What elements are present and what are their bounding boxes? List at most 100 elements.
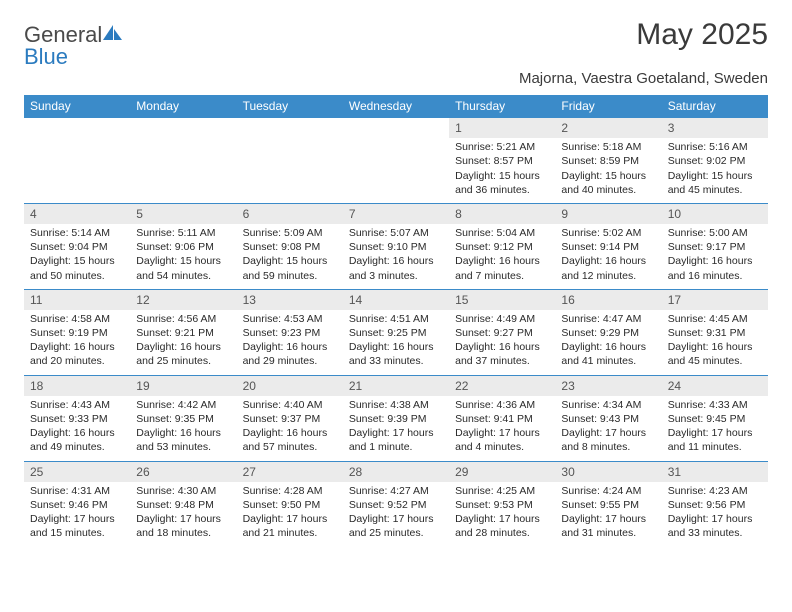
calendar-cell: 24Sunrise: 4:33 AMSunset: 9:45 PMDayligh… [662,375,768,461]
day-details: Sunrise: 4:33 AMSunset: 9:45 PMDaylight:… [662,396,768,461]
day-details: Sunrise: 4:28 AMSunset: 9:50 PMDaylight:… [237,482,343,547]
day-number: 16 [555,290,661,310]
brand-sail-icon [102,24,124,46]
day-number: 6 [237,204,343,224]
day-details: Sunrise: 5:07 AMSunset: 9:10 PMDaylight:… [343,224,449,289]
day-number: 31 [662,462,768,482]
day-number: 17 [662,290,768,310]
calendar-cell: 7Sunrise: 5:07 AMSunset: 9:10 PMDaylight… [343,203,449,289]
calendar-cell: 6Sunrise: 5:09 AMSunset: 9:08 PMDaylight… [237,203,343,289]
day-details: Sunrise: 5:18 AMSunset: 8:59 PMDaylight:… [555,138,661,203]
calendar-cell: 28Sunrise: 4:27 AMSunset: 9:52 PMDayligh… [343,461,449,546]
day-number: 8 [449,204,555,224]
day-number: 29 [449,462,555,482]
day-number: 7 [343,204,449,224]
day-number: 23 [555,376,661,396]
day-details: Sunrise: 4:53 AMSunset: 9:23 PMDaylight:… [237,310,343,375]
day-number: 5 [130,204,236,224]
day-details: Sunrise: 5:14 AMSunset: 9:04 PMDaylight:… [24,224,130,289]
day-number: 20 [237,376,343,396]
calendar-table: SundayMondayTuesdayWednesdayThursdayFrid… [24,95,768,546]
day-number: 22 [449,376,555,396]
day-details: Sunrise: 4:47 AMSunset: 9:29 PMDaylight:… [555,310,661,375]
calendar-cell: 18Sunrise: 4:43 AMSunset: 9:33 PMDayligh… [24,375,130,461]
day-details: Sunrise: 5:04 AMSunset: 9:12 PMDaylight:… [449,224,555,289]
calendar-cell: 17Sunrise: 4:45 AMSunset: 9:31 PMDayligh… [662,289,768,375]
day-number: 1 [449,118,555,138]
day-details: Sunrise: 4:38 AMSunset: 9:39 PMDaylight:… [343,396,449,461]
brand-logo: General Blue [24,18,124,68]
calendar-cell [343,118,449,204]
calendar-cell: 14Sunrise: 4:51 AMSunset: 9:25 PMDayligh… [343,289,449,375]
day-details: Sunrise: 4:43 AMSunset: 9:33 PMDaylight:… [24,396,130,461]
day-details: Sunrise: 4:51 AMSunset: 9:25 PMDaylight:… [343,310,449,375]
day-details: Sunrise: 4:27 AMSunset: 9:52 PMDaylight:… [343,482,449,547]
weekday-header: Monday [130,95,236,118]
calendar-cell: 12Sunrise: 4:56 AMSunset: 9:21 PMDayligh… [130,289,236,375]
weekday-header: Thursday [449,95,555,118]
day-details: Sunrise: 4:31 AMSunset: 9:46 PMDaylight:… [24,482,130,547]
day-details: Sunrise: 4:49 AMSunset: 9:27 PMDaylight:… [449,310,555,375]
location-subtitle: Majorna, Vaestra Goetaland, Sweden [24,70,768,87]
calendar-cell: 15Sunrise: 4:49 AMSunset: 9:27 PMDayligh… [449,289,555,375]
calendar-cell: 30Sunrise: 4:24 AMSunset: 9:55 PMDayligh… [555,461,661,546]
day-number: 2 [555,118,661,138]
day-details: Sunrise: 4:42 AMSunset: 9:35 PMDaylight:… [130,396,236,461]
day-details: Sunrise: 4:23 AMSunset: 9:56 PMDaylight:… [662,482,768,547]
calendar-cell: 4Sunrise: 5:14 AMSunset: 9:04 PMDaylight… [24,203,130,289]
calendar-cell: 11Sunrise: 4:58 AMSunset: 9:19 PMDayligh… [24,289,130,375]
day-number: 12 [130,290,236,310]
calendar-cell [130,118,236,204]
day-number: 13 [237,290,343,310]
page-title: May 2025 [636,18,768,52]
calendar-cell: 25Sunrise: 4:31 AMSunset: 9:46 PMDayligh… [24,461,130,546]
day-details: Sunrise: 4:45 AMSunset: 9:31 PMDaylight:… [662,310,768,375]
weekday-header: Saturday [662,95,768,118]
day-details: Sunrise: 5:09 AMSunset: 9:08 PMDaylight:… [237,224,343,289]
day-number: 3 [662,118,768,138]
day-details: Sunrise: 5:16 AMSunset: 9:02 PMDaylight:… [662,138,768,203]
day-number: 25 [24,462,130,482]
calendar-cell: 1Sunrise: 5:21 AMSunset: 8:57 PMDaylight… [449,118,555,204]
calendar-cell: 31Sunrise: 4:23 AMSunset: 9:56 PMDayligh… [662,461,768,546]
day-details: Sunrise: 4:25 AMSunset: 9:53 PMDaylight:… [449,482,555,547]
day-details: Sunrise: 4:24 AMSunset: 9:55 PMDaylight:… [555,482,661,547]
brand-name-2: Blue [24,44,68,69]
calendar-cell: 23Sunrise: 4:34 AMSunset: 9:43 PMDayligh… [555,375,661,461]
calendar-cell: 16Sunrise: 4:47 AMSunset: 9:29 PMDayligh… [555,289,661,375]
weekday-header: Friday [555,95,661,118]
day-number: 21 [343,376,449,396]
weekday-header: Sunday [24,95,130,118]
calendar-cell: 9Sunrise: 5:02 AMSunset: 9:14 PMDaylight… [555,203,661,289]
calendar-cell: 10Sunrise: 5:00 AMSunset: 9:17 PMDayligh… [662,203,768,289]
calendar-cell [237,118,343,204]
day-number: 19 [130,376,236,396]
calendar-cell: 29Sunrise: 4:25 AMSunset: 9:53 PMDayligh… [449,461,555,546]
day-details: Sunrise: 4:30 AMSunset: 9:48 PMDaylight:… [130,482,236,547]
day-number: 10 [662,204,768,224]
calendar-cell: 8Sunrise: 5:04 AMSunset: 9:12 PMDaylight… [449,203,555,289]
calendar-cell [24,118,130,204]
day-details: Sunrise: 4:40 AMSunset: 9:37 PMDaylight:… [237,396,343,461]
calendar-cell: 19Sunrise: 4:42 AMSunset: 9:35 PMDayligh… [130,375,236,461]
calendar-cell: 22Sunrise: 4:36 AMSunset: 9:41 PMDayligh… [449,375,555,461]
day-number: 14 [343,290,449,310]
calendar-cell: 20Sunrise: 4:40 AMSunset: 9:37 PMDayligh… [237,375,343,461]
day-number: 15 [449,290,555,310]
day-number: 24 [662,376,768,396]
day-details: Sunrise: 4:36 AMSunset: 9:41 PMDaylight:… [449,396,555,461]
calendar-cell: 2Sunrise: 5:18 AMSunset: 8:59 PMDaylight… [555,118,661,204]
weekday-header: Wednesday [343,95,449,118]
day-number: 28 [343,462,449,482]
calendar-cell: 26Sunrise: 4:30 AMSunset: 9:48 PMDayligh… [130,461,236,546]
calendar-cell: 3Sunrise: 5:16 AMSunset: 9:02 PMDaylight… [662,118,768,204]
day-number: 30 [555,462,661,482]
weekday-header: Tuesday [237,95,343,118]
day-number: 4 [24,204,130,224]
day-details: Sunrise: 5:00 AMSunset: 9:17 PMDaylight:… [662,224,768,289]
day-number: 9 [555,204,661,224]
day-details: Sunrise: 5:21 AMSunset: 8:57 PMDaylight:… [449,138,555,203]
calendar-cell: 5Sunrise: 5:11 AMSunset: 9:06 PMDaylight… [130,203,236,289]
calendar-cell: 13Sunrise: 4:53 AMSunset: 9:23 PMDayligh… [237,289,343,375]
day-details: Sunrise: 4:56 AMSunset: 9:21 PMDaylight:… [130,310,236,375]
